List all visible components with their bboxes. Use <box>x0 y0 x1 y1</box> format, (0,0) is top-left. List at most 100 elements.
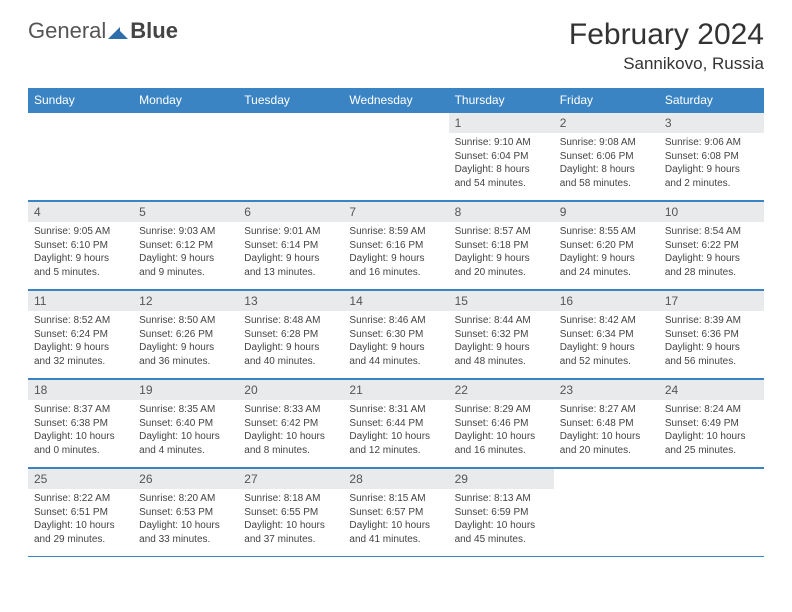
brand-part2: Blue <box>130 18 178 44</box>
day-content: Sunrise: 8:27 AMSunset: 6:48 PMDaylight:… <box>554 400 659 467</box>
day-cell: 22Sunrise: 8:29 AMSunset: 6:46 PMDayligh… <box>449 379 554 468</box>
day-cell: 14Sunrise: 8:46 AMSunset: 6:30 PMDayligh… <box>343 290 448 379</box>
day-number: 15 <box>449 290 554 311</box>
day-cell: 25Sunrise: 8:22 AMSunset: 6:51 PMDayligh… <box>28 468 133 557</box>
location-label: Sannikovo, Russia <box>569 54 764 74</box>
day-content: Sunrise: 8:29 AMSunset: 6:46 PMDaylight:… <box>449 400 554 467</box>
brand-part1: General <box>28 18 106 44</box>
day-number: 6 <box>238 201 343 222</box>
day-number: 18 <box>28 379 133 400</box>
day-content: Sunrise: 8:48 AMSunset: 6:28 PMDaylight:… <box>238 311 343 378</box>
day-content: Sunrise: 8:20 AMSunset: 6:53 PMDaylight:… <box>133 489 238 556</box>
day-number: 9 <box>554 201 659 222</box>
dow-friday: Friday <box>554 88 659 112</box>
day-cell: 5Sunrise: 9:03 AMSunset: 6:12 PMDaylight… <box>133 201 238 290</box>
day-number: 20 <box>238 379 343 400</box>
day-cell <box>343 112 448 201</box>
day-number: 7 <box>343 201 448 222</box>
day-number: 12 <box>133 290 238 311</box>
day-cell: 26Sunrise: 8:20 AMSunset: 6:53 PMDayligh… <box>133 468 238 557</box>
day-content: Sunrise: 8:24 AMSunset: 6:49 PMDaylight:… <box>659 400 764 467</box>
day-number: 4 <box>28 201 133 222</box>
day-cell: 19Sunrise: 8:35 AMSunset: 6:40 PMDayligh… <box>133 379 238 468</box>
day-content: Sunrise: 8:46 AMSunset: 6:30 PMDaylight:… <box>343 311 448 378</box>
week-row: 11Sunrise: 8:52 AMSunset: 6:24 PMDayligh… <box>28 290 764 379</box>
calendar-table: Sunday Monday Tuesday Wednesday Thursday… <box>28 88 764 557</box>
day-cell: 4Sunrise: 9:05 AMSunset: 6:10 PMDaylight… <box>28 201 133 290</box>
day-number: 25 <box>28 468 133 489</box>
day-cell <box>133 112 238 201</box>
day-number: 22 <box>449 379 554 400</box>
day-content: Sunrise: 9:06 AMSunset: 6:08 PMDaylight:… <box>659 133 764 200</box>
week-row: 18Sunrise: 8:37 AMSunset: 6:38 PMDayligh… <box>28 379 764 468</box>
day-number: 28 <box>343 468 448 489</box>
dow-tuesday: Tuesday <box>238 88 343 112</box>
day-content: Sunrise: 9:08 AMSunset: 6:06 PMDaylight:… <box>554 133 659 200</box>
day-content: Sunrise: 8:50 AMSunset: 6:26 PMDaylight:… <box>133 311 238 378</box>
day-content: Sunrise: 9:01 AMSunset: 6:14 PMDaylight:… <box>238 222 343 289</box>
day-content: Sunrise: 8:37 AMSunset: 6:38 PMDaylight:… <box>28 400 133 467</box>
day-content: Sunrise: 8:52 AMSunset: 6:24 PMDaylight:… <box>28 311 133 378</box>
day-cell: 23Sunrise: 8:27 AMSunset: 6:48 PMDayligh… <box>554 379 659 468</box>
day-number: 8 <box>449 201 554 222</box>
dow-sunday: Sunday <box>28 88 133 112</box>
header: General Blue February 2024 Sannikovo, Ru… <box>28 18 764 74</box>
week-row: 1Sunrise: 9:10 AMSunset: 6:04 PMDaylight… <box>28 112 764 201</box>
day-number: 19 <box>133 379 238 400</box>
day-content: Sunrise: 8:31 AMSunset: 6:44 PMDaylight:… <box>343 400 448 467</box>
day-cell: 10Sunrise: 8:54 AMSunset: 6:22 PMDayligh… <box>659 201 764 290</box>
day-cell <box>659 468 764 557</box>
title-block: February 2024 Sannikovo, Russia <box>569 18 764 74</box>
dow-saturday: Saturday <box>659 88 764 112</box>
day-cell: 16Sunrise: 8:42 AMSunset: 6:34 PMDayligh… <box>554 290 659 379</box>
day-content: Sunrise: 8:57 AMSunset: 6:18 PMDaylight:… <box>449 222 554 289</box>
day-number: 5 <box>133 201 238 222</box>
brand-icon <box>108 23 128 39</box>
day-number: 26 <box>133 468 238 489</box>
day-cell: 2Sunrise: 9:08 AMSunset: 6:06 PMDaylight… <box>554 112 659 201</box>
day-content: Sunrise: 8:15 AMSunset: 6:57 PMDaylight:… <box>343 489 448 556</box>
day-number: 13 <box>238 290 343 311</box>
day-number: 11 <box>28 290 133 311</box>
day-content: Sunrise: 8:59 AMSunset: 6:16 PMDaylight:… <box>343 222 448 289</box>
day-number: 17 <box>659 290 764 311</box>
day-content: Sunrise: 8:42 AMSunset: 6:34 PMDaylight:… <box>554 311 659 378</box>
day-cell <box>238 112 343 201</box>
day-number: 27 <box>238 468 343 489</box>
day-cell: 13Sunrise: 8:48 AMSunset: 6:28 PMDayligh… <box>238 290 343 379</box>
day-cell <box>28 112 133 201</box>
day-cell: 27Sunrise: 8:18 AMSunset: 6:55 PMDayligh… <box>238 468 343 557</box>
month-title: February 2024 <box>569 18 764 52</box>
brand-logo: General Blue <box>28 18 178 44</box>
day-cell: 7Sunrise: 8:59 AMSunset: 6:16 PMDaylight… <box>343 201 448 290</box>
day-cell: 9Sunrise: 8:55 AMSunset: 6:20 PMDaylight… <box>554 201 659 290</box>
day-content: Sunrise: 8:22 AMSunset: 6:51 PMDaylight:… <box>28 489 133 556</box>
day-content: Sunrise: 8:35 AMSunset: 6:40 PMDaylight:… <box>133 400 238 467</box>
day-number: 14 <box>343 290 448 311</box>
dow-wednesday: Wednesday <box>343 88 448 112</box>
day-cell: 28Sunrise: 8:15 AMSunset: 6:57 PMDayligh… <box>343 468 448 557</box>
day-cell: 17Sunrise: 8:39 AMSunset: 6:36 PMDayligh… <box>659 290 764 379</box>
day-number: 23 <box>554 379 659 400</box>
day-number: 2 <box>554 112 659 133</box>
day-number: 29 <box>449 468 554 489</box>
week-row: 25Sunrise: 8:22 AMSunset: 6:51 PMDayligh… <box>28 468 764 557</box>
day-cell: 18Sunrise: 8:37 AMSunset: 6:38 PMDayligh… <box>28 379 133 468</box>
day-content: Sunrise: 8:44 AMSunset: 6:32 PMDaylight:… <box>449 311 554 378</box>
day-content: Sunrise: 8:13 AMSunset: 6:59 PMDaylight:… <box>449 489 554 556</box>
day-content: Sunrise: 8:18 AMSunset: 6:55 PMDaylight:… <box>238 489 343 556</box>
dow-monday: Monday <box>133 88 238 112</box>
day-cell: 8Sunrise: 8:57 AMSunset: 6:18 PMDaylight… <box>449 201 554 290</box>
day-number: 21 <box>343 379 448 400</box>
day-cell: 1Sunrise: 9:10 AMSunset: 6:04 PMDaylight… <box>449 112 554 201</box>
week-row: 4Sunrise: 9:05 AMSunset: 6:10 PMDaylight… <box>28 201 764 290</box>
day-content: Sunrise: 9:05 AMSunset: 6:10 PMDaylight:… <box>28 222 133 289</box>
day-number: 10 <box>659 201 764 222</box>
day-cell: 15Sunrise: 8:44 AMSunset: 6:32 PMDayligh… <box>449 290 554 379</box>
dow-thursday: Thursday <box>449 88 554 112</box>
day-number: 3 <box>659 112 764 133</box>
day-content: Sunrise: 9:03 AMSunset: 6:12 PMDaylight:… <box>133 222 238 289</box>
day-cell: 24Sunrise: 8:24 AMSunset: 6:49 PMDayligh… <box>659 379 764 468</box>
day-content: Sunrise: 9:10 AMSunset: 6:04 PMDaylight:… <box>449 133 554 200</box>
day-content: Sunrise: 8:54 AMSunset: 6:22 PMDaylight:… <box>659 222 764 289</box>
